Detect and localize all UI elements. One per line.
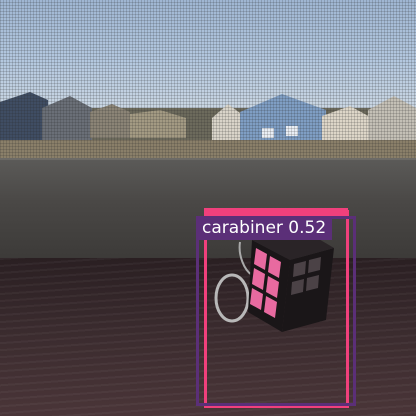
sky-background	[0, 0, 416, 112]
detection-box-carabiner	[196, 216, 356, 406]
window-screen-mesh	[0, 0, 416, 165]
detection-label-secondary	[204, 208, 348, 216]
distant-houses	[0, 92, 416, 160]
detection-label-carabiner: carabiner 0.52	[196, 216, 333, 240]
keyring	[214, 273, 250, 323]
